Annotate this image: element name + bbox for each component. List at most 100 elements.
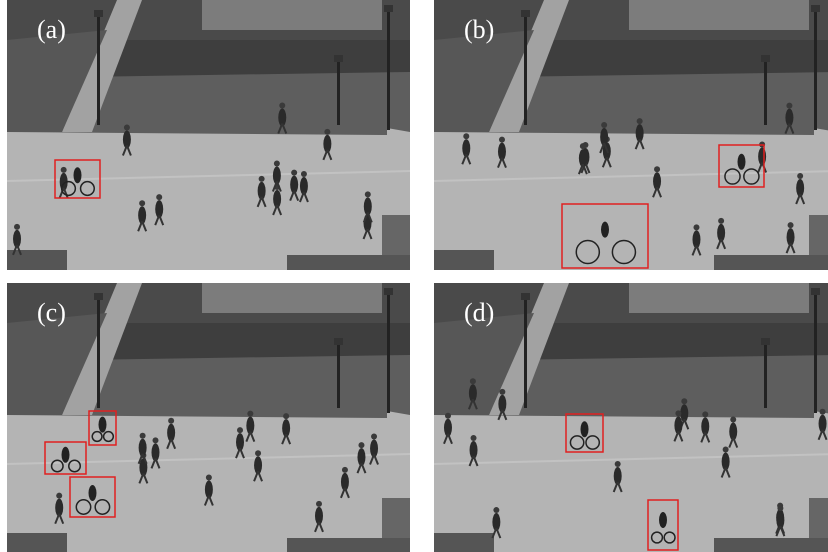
wheel (75, 499, 92, 515)
leg (245, 431, 252, 443)
person (468, 384, 477, 403)
leg (720, 467, 727, 478)
frame: (c) (7, 283, 410, 552)
leg (779, 525, 786, 537)
leg (138, 473, 145, 484)
leg (584, 162, 591, 174)
leg (344, 487, 350, 499)
leg (616, 481, 623, 493)
leg (601, 156, 608, 168)
leg (468, 455, 475, 467)
person (257, 181, 266, 200)
lamp-head (521, 293, 530, 300)
head (279, 102, 286, 109)
plaza-lines (7, 170, 410, 182)
panel-label: (d) (464, 298, 494, 327)
frame: (d) (434, 283, 828, 552)
head (444, 412, 451, 419)
leg (260, 196, 267, 208)
person (290, 175, 299, 194)
lamp-head (761, 55, 770, 62)
corner-grass (7, 533, 67, 552)
leg (716, 238, 723, 250)
scene (7, 283, 410, 552)
person (278, 108, 287, 127)
head (156, 194, 163, 201)
lamp-post (387, 5, 390, 130)
head (56, 492, 63, 499)
head (14, 223, 21, 230)
rider (88, 485, 97, 501)
head (168, 417, 175, 424)
head (718, 217, 725, 224)
leg (125, 145, 132, 156)
leg (137, 453, 144, 465)
person (497, 142, 506, 161)
head (341, 466, 348, 473)
wheel (611, 239, 637, 265)
person (357, 448, 366, 467)
leg (256, 196, 263, 208)
anomaly-box (718, 144, 765, 188)
grass-left (7, 313, 107, 415)
head (358, 442, 365, 449)
leg (166, 438, 173, 450)
wheel (569, 435, 585, 450)
leg (253, 470, 259, 482)
anomaly-box (647, 499, 679, 551)
leg (497, 409, 504, 421)
leg (728, 437, 735, 448)
leg (58, 187, 65, 199)
wheel (50, 459, 64, 473)
corner-grass (7, 250, 67, 270)
head (152, 437, 159, 444)
lamp-post (337, 338, 340, 408)
leg (170, 438, 177, 450)
leg (257, 470, 263, 482)
leg (154, 214, 161, 226)
person (254, 456, 263, 475)
head (636, 118, 643, 125)
person (236, 433, 245, 452)
leg (467, 398, 474, 410)
leg (275, 181, 282, 192)
person (155, 200, 164, 219)
person (273, 190, 282, 209)
person (692, 230, 701, 249)
head (283, 413, 290, 420)
wheel (102, 430, 115, 443)
leg (289, 190, 296, 201)
person (776, 511, 785, 530)
leg (634, 138, 641, 150)
leg (581, 163, 588, 175)
leg (656, 186, 662, 198)
anomaly-box (88, 410, 117, 446)
lamp-head (521, 10, 530, 17)
head (60, 166, 67, 173)
leg (603, 142, 610, 154)
rider (73, 167, 82, 184)
leg (203, 495, 210, 506)
lamp-head (761, 338, 770, 345)
lamp-head (811, 288, 820, 295)
wheel (663, 531, 676, 544)
corner-grass (434, 250, 494, 270)
lamp-head (384, 288, 393, 295)
walkway (62, 283, 142, 415)
leg (443, 433, 449, 445)
head (237, 427, 244, 434)
head (123, 124, 130, 131)
leg (775, 525, 782, 537)
person (282, 419, 291, 438)
panel-label: (b) (464, 15, 494, 44)
leg (158, 214, 165, 226)
person (796, 179, 805, 198)
lamp-post (524, 293, 527, 408)
head (730, 416, 737, 423)
rider (601, 221, 609, 238)
anomaly-box (54, 159, 101, 199)
head (601, 122, 608, 129)
leg (605, 156, 612, 168)
wheel (743, 168, 760, 185)
